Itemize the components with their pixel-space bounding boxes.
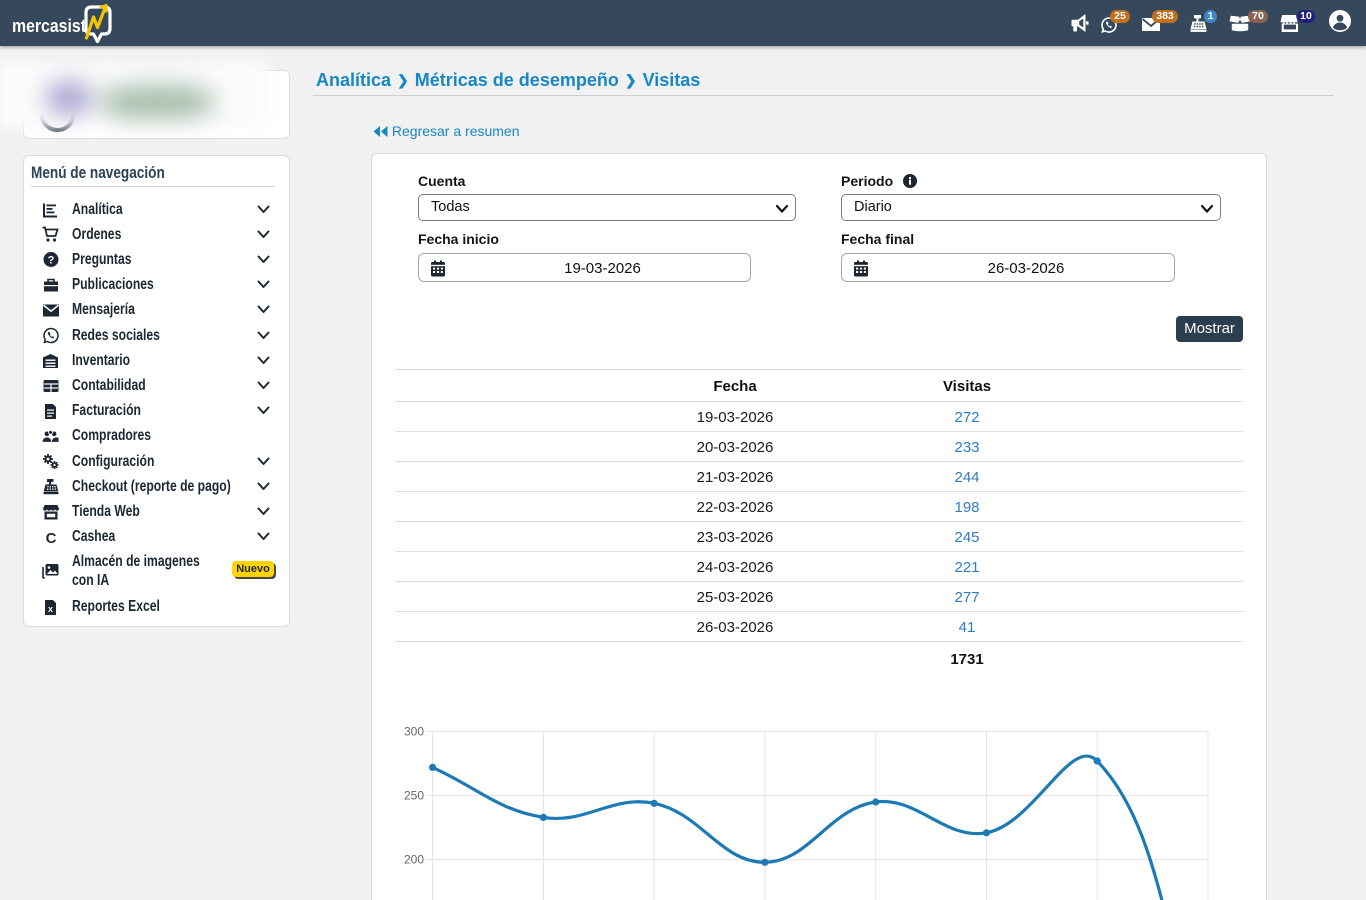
svg-text:?: ? [47, 255, 54, 267]
svg-text:200: 200 [404, 853, 424, 867]
svg-text:250: 250 [404, 789, 424, 803]
svg-text:300: 300 [404, 725, 424, 739]
svg-text:C: C [45, 530, 56, 546]
svg-text:x: x [48, 604, 53, 614]
